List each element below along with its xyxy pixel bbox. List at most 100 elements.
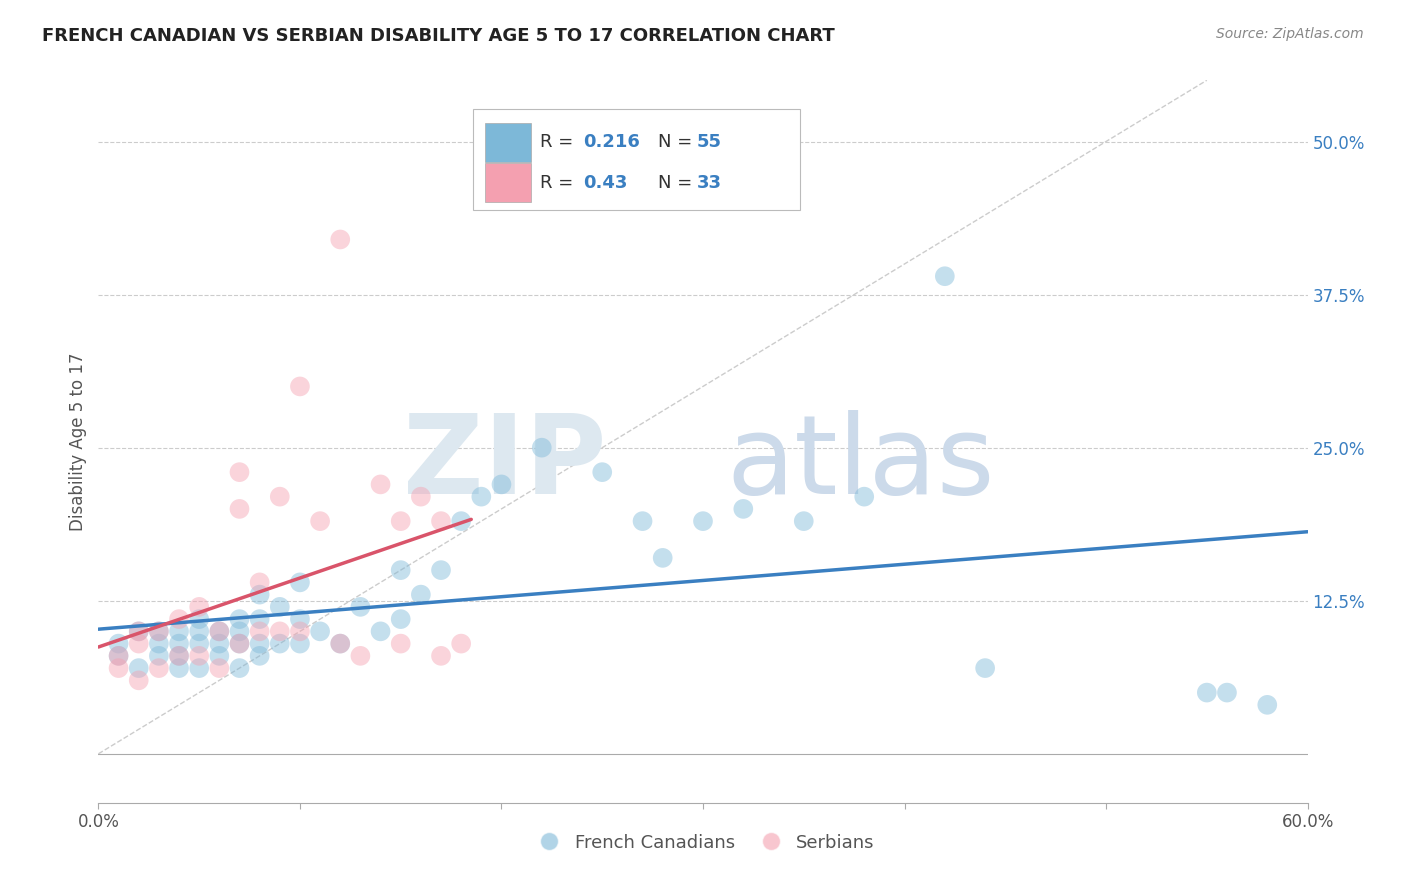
Point bbox=[430, 648, 453, 663]
Text: N =: N = bbox=[658, 133, 693, 151]
Point bbox=[228, 637, 250, 651]
Point bbox=[228, 624, 250, 639]
Point bbox=[148, 648, 170, 663]
Point bbox=[309, 624, 332, 639]
Point bbox=[208, 648, 231, 663]
Point bbox=[128, 624, 150, 639]
Text: 33: 33 bbox=[697, 174, 721, 192]
Text: R =: R = bbox=[540, 133, 579, 151]
Text: N =: N = bbox=[658, 174, 693, 192]
Point bbox=[167, 624, 190, 639]
Point bbox=[188, 612, 211, 626]
Point bbox=[853, 490, 876, 504]
Point bbox=[128, 637, 150, 651]
Text: atlas: atlas bbox=[725, 409, 994, 516]
Point bbox=[228, 502, 250, 516]
Text: R =: R = bbox=[540, 174, 579, 192]
Point bbox=[349, 599, 371, 614]
Point bbox=[430, 514, 453, 528]
Point bbox=[309, 514, 332, 528]
Point bbox=[491, 477, 513, 491]
Point bbox=[450, 637, 472, 651]
Point bbox=[389, 563, 412, 577]
Point bbox=[249, 588, 271, 602]
Point bbox=[167, 648, 190, 663]
Point bbox=[208, 661, 231, 675]
Point bbox=[269, 599, 291, 614]
Point bbox=[208, 624, 231, 639]
Point bbox=[389, 612, 412, 626]
Point bbox=[148, 624, 170, 639]
Point bbox=[692, 514, 714, 528]
Point bbox=[288, 575, 311, 590]
Point bbox=[974, 661, 997, 675]
Point bbox=[288, 624, 311, 639]
Point bbox=[228, 661, 250, 675]
Point bbox=[450, 514, 472, 528]
Point bbox=[107, 637, 129, 651]
Text: 0.216: 0.216 bbox=[583, 133, 640, 151]
Point bbox=[329, 232, 352, 246]
Point bbox=[249, 575, 271, 590]
Point bbox=[269, 637, 291, 651]
Point bbox=[228, 637, 250, 651]
Point bbox=[370, 477, 392, 491]
Point bbox=[409, 588, 432, 602]
Point bbox=[934, 269, 956, 284]
Point bbox=[349, 648, 371, 663]
Point bbox=[288, 637, 311, 651]
Point bbox=[128, 661, 150, 675]
Point bbox=[1256, 698, 1278, 712]
Point bbox=[1195, 685, 1218, 699]
Legend: French Canadians, Serbians: French Canadians, Serbians bbox=[524, 826, 882, 859]
Point bbox=[208, 624, 231, 639]
Point bbox=[651, 550, 673, 565]
Point bbox=[793, 514, 815, 528]
Point bbox=[249, 637, 271, 651]
Point bbox=[733, 502, 755, 516]
Point bbox=[228, 465, 250, 479]
Point bbox=[249, 612, 271, 626]
Point bbox=[329, 637, 352, 651]
Point bbox=[167, 637, 190, 651]
Text: 0.43: 0.43 bbox=[583, 174, 627, 192]
Point bbox=[249, 648, 271, 663]
Point bbox=[128, 624, 150, 639]
Y-axis label: Disability Age 5 to 17: Disability Age 5 to 17 bbox=[69, 352, 87, 531]
Point bbox=[208, 637, 231, 651]
Point bbox=[188, 648, 211, 663]
Point bbox=[249, 624, 271, 639]
Point bbox=[269, 490, 291, 504]
Point bbox=[148, 624, 170, 639]
Point bbox=[148, 661, 170, 675]
Point bbox=[288, 379, 311, 393]
Point bbox=[228, 612, 250, 626]
Point bbox=[288, 612, 311, 626]
Point bbox=[128, 673, 150, 688]
Point bbox=[188, 661, 211, 675]
Point bbox=[167, 661, 190, 675]
Point bbox=[167, 648, 190, 663]
Point bbox=[107, 648, 129, 663]
FancyBboxPatch shape bbox=[485, 162, 531, 202]
Point bbox=[1216, 685, 1239, 699]
Point bbox=[530, 441, 553, 455]
Point bbox=[470, 490, 492, 504]
Text: FRENCH CANADIAN VS SERBIAN DISABILITY AGE 5 TO 17 CORRELATION CHART: FRENCH CANADIAN VS SERBIAN DISABILITY AG… bbox=[42, 27, 835, 45]
Point bbox=[409, 490, 432, 504]
Point bbox=[188, 637, 211, 651]
Point bbox=[148, 637, 170, 651]
Text: ZIP: ZIP bbox=[404, 409, 606, 516]
Point bbox=[389, 514, 412, 528]
FancyBboxPatch shape bbox=[485, 123, 531, 162]
Point bbox=[430, 563, 453, 577]
Point bbox=[188, 624, 211, 639]
Point bbox=[591, 465, 613, 479]
Point bbox=[188, 599, 211, 614]
Point bbox=[107, 648, 129, 663]
Point bbox=[107, 661, 129, 675]
Point bbox=[631, 514, 654, 528]
Point bbox=[329, 637, 352, 651]
Text: 55: 55 bbox=[697, 133, 721, 151]
Point bbox=[167, 612, 190, 626]
